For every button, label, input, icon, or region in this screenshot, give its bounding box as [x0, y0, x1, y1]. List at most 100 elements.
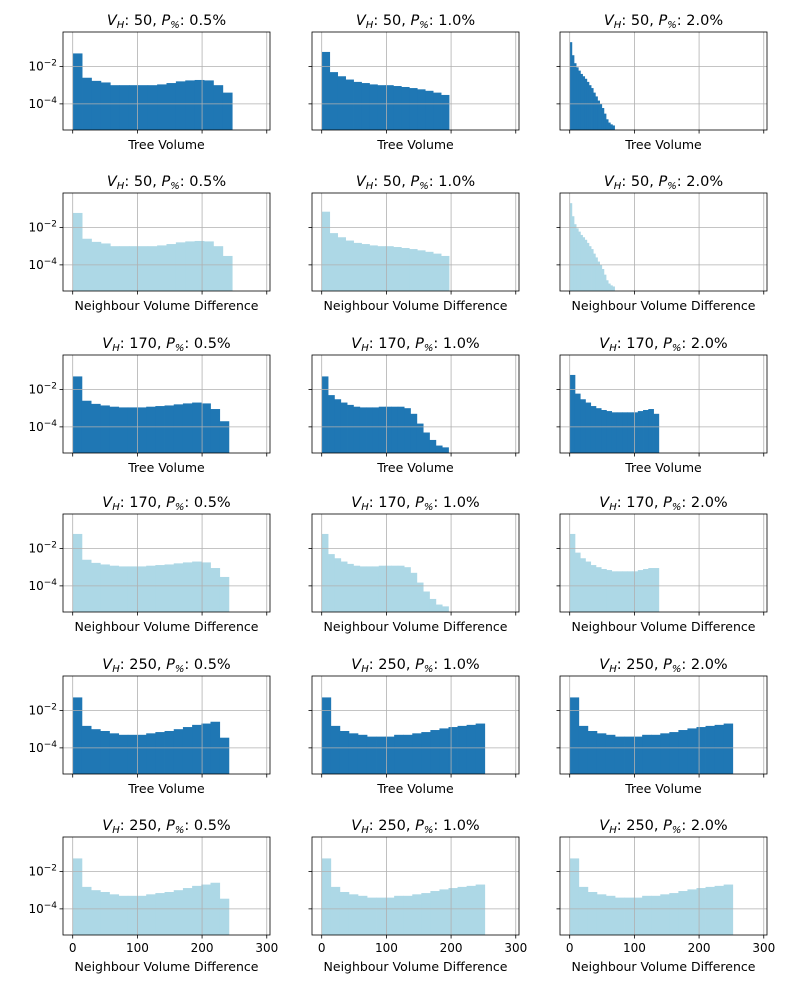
histogram-bar — [696, 727, 706, 774]
x-axis-label: Neighbour Volume Difference — [75, 959, 259, 974]
axes-frame — [62, 675, 271, 775]
axes-frame — [311, 675, 520, 775]
histogram-bar — [429, 439, 437, 453]
histogram-bar — [81, 725, 92, 774]
histogram-bar — [157, 84, 167, 130]
y-tick-label: 10−2 — [28, 381, 57, 396]
histogram-bar — [219, 898, 230, 935]
histogram-bar — [164, 730, 175, 774]
subplot-title: VH: 250, P%: 1.0% — [351, 657, 479, 675]
histogram-bar — [91, 80, 102, 130]
histogram-bar — [723, 723, 734, 774]
histogram-bar — [433, 92, 442, 130]
histogram-bar — [595, 96, 598, 130]
subplot-title: VH: 250, P%: 0.5% — [102, 657, 230, 675]
histogram-bar — [578, 725, 589, 774]
histogram-bar — [599, 103, 603, 130]
y-tick-label: 10−4 — [28, 257, 57, 272]
histogram-bar — [430, 730, 440, 774]
subplot-r0-c2: VH: 50, P%: 2.0% Tree Volume — [556, 13, 768, 152]
histogram-bar — [599, 264, 603, 291]
x-axis-label: Neighbour Volume Difference — [324, 298, 508, 313]
histogram-bar — [714, 885, 725, 935]
histogram-bar — [185, 241, 196, 291]
histogram-bar — [591, 249, 594, 291]
histogram-bar — [601, 568, 607, 612]
histogram-bar — [328, 554, 335, 612]
histogram-bar — [366, 897, 377, 935]
x-axis-label: Tree Volume — [376, 137, 454, 152]
axes-frame — [311, 836, 520, 936]
histogram-bar — [596, 894, 607, 935]
histogram-bar — [653, 413, 660, 453]
histogram-bar — [204, 241, 214, 291]
subplot-title: VH: 250, P%: 2.0% — [599, 818, 727, 836]
histogram-bar — [213, 246, 224, 291]
histogram-bar — [442, 606, 449, 612]
histogram-bar — [192, 561, 202, 612]
subplot-r5-c1: 0 100 200 300 VH: 250, P%: 1.0% Neighbour Vol… — [308, 818, 527, 974]
histogram-bar — [334, 558, 342, 612]
histogram-bar — [580, 73, 583, 130]
histogram-bar — [137, 566, 147, 612]
histogram-bar — [72, 533, 83, 612]
subplot-title: VH: 250, P%: 0.5% — [102, 818, 230, 836]
histogram-bar — [391, 565, 399, 612]
subplot-title: VH: 50, P%: 1.0% — [356, 174, 475, 192]
axes-frame — [559, 675, 768, 775]
histogram-bar — [475, 884, 486, 935]
x-tick-label: 0 — [566, 941, 574, 955]
histogram-bar — [425, 90, 434, 130]
histogram-bar — [361, 244, 370, 291]
histogram-bar — [147, 85, 158, 130]
histogram-bar — [100, 405, 110, 453]
histogram-bar — [397, 565, 405, 612]
histogram-bar — [404, 408, 411, 453]
histogram-bar — [118, 407, 129, 453]
histogram-bar — [385, 736, 395, 774]
histogram-bar — [339, 891, 350, 935]
histogram-bar — [417, 89, 426, 130]
histogram-bar — [610, 124, 613, 130]
histogram-bar — [627, 571, 633, 612]
histogram-bar — [412, 733, 422, 774]
histogram-bar — [441, 94, 450, 130]
histogram-bar — [194, 240, 205, 291]
histogram-bar — [119, 246, 130, 291]
histogram-bar — [204, 80, 214, 130]
histogram-bar — [219, 576, 230, 612]
histogram-bar — [394, 734, 404, 774]
x-axis-label: Tree Volume — [127, 781, 205, 796]
histogram-bar — [146, 733, 156, 774]
histogram-bar — [173, 404, 184, 453]
subplot-title: VH: 170, P%: 1.0% — [351, 495, 479, 513]
histogram-bar — [359, 566, 367, 612]
histogram-bar — [377, 85, 386, 130]
histogram-bar — [433, 253, 442, 291]
histogram-bar — [321, 858, 332, 935]
histogram-bar — [616, 571, 623, 612]
histogram-bar — [412, 894, 422, 935]
histogram-bar — [391, 406, 399, 453]
histogram-bar — [348, 894, 359, 935]
histogram-bar — [580, 399, 586, 453]
histogram-bar — [591, 88, 594, 130]
x-axis-label: Neighbour Volume Difference — [324, 619, 508, 634]
histogram-bar — [147, 246, 158, 291]
histogram-bar — [605, 280, 609, 291]
histogram-bar — [385, 246, 394, 291]
histogram-bar — [632, 412, 639, 453]
histogram-bar — [376, 897, 386, 935]
histogram-bar — [345, 240, 354, 291]
histogram-bar — [705, 886, 716, 935]
histogram-bar — [410, 572, 418, 612]
histogram-bar — [192, 724, 202, 774]
histogram-bar — [588, 246, 592, 291]
histogram-bar — [605, 119, 609, 130]
axes-frame — [559, 192, 768, 292]
histogram-bar — [624, 736, 634, 774]
histogram-bar — [678, 730, 688, 774]
histogram-bar — [100, 564, 110, 612]
histogram-bar — [590, 406, 597, 453]
histogram-bar — [138, 246, 149, 291]
